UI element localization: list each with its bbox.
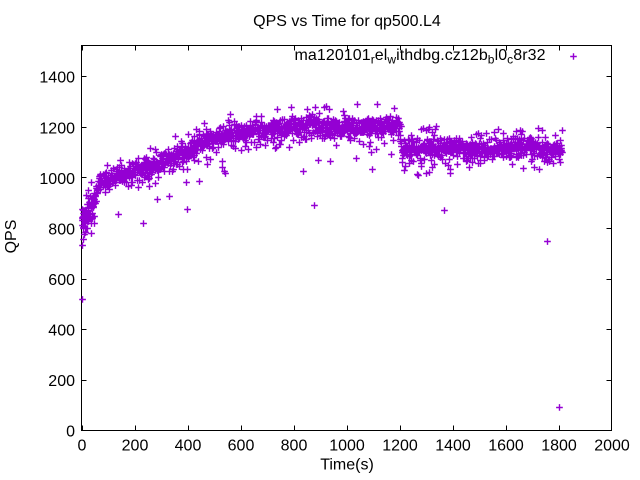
svg-text:600: 600 — [48, 272, 75, 289]
svg-text:1200: 1200 — [39, 120, 75, 137]
svg-text:1200: 1200 — [382, 437, 418, 454]
svg-text:0: 0 — [66, 424, 75, 441]
svg-text:800: 800 — [281, 437, 308, 454]
svg-text:1400: 1400 — [435, 437, 471, 454]
svg-text:1600: 1600 — [488, 437, 524, 454]
svg-text:800: 800 — [48, 221, 75, 238]
svg-text:2000: 2000 — [594, 437, 630, 454]
svg-text:ma120101relwithdbg.cz12bbl0c8r: ma120101relwithdbg.cz12bbl0c8r32 — [295, 47, 546, 67]
svg-text:400: 400 — [175, 437, 202, 454]
svg-text:200: 200 — [48, 373, 75, 390]
svg-text:0: 0 — [78, 437, 87, 454]
svg-text:Time(s): Time(s) — [320, 457, 374, 474]
svg-text:400: 400 — [48, 323, 75, 340]
svg-text:QPS vs Time for qp500.L4: QPS vs Time for qp500.L4 — [253, 13, 441, 30]
svg-text:1000: 1000 — [39, 171, 75, 188]
svg-text:QPS: QPS — [3, 220, 20, 254]
svg-text:1400: 1400 — [39, 70, 75, 87]
svg-text:200: 200 — [122, 437, 149, 454]
svg-text:600: 600 — [228, 437, 255, 454]
svg-text:1000: 1000 — [329, 437, 365, 454]
svg-text:1800: 1800 — [541, 437, 577, 454]
